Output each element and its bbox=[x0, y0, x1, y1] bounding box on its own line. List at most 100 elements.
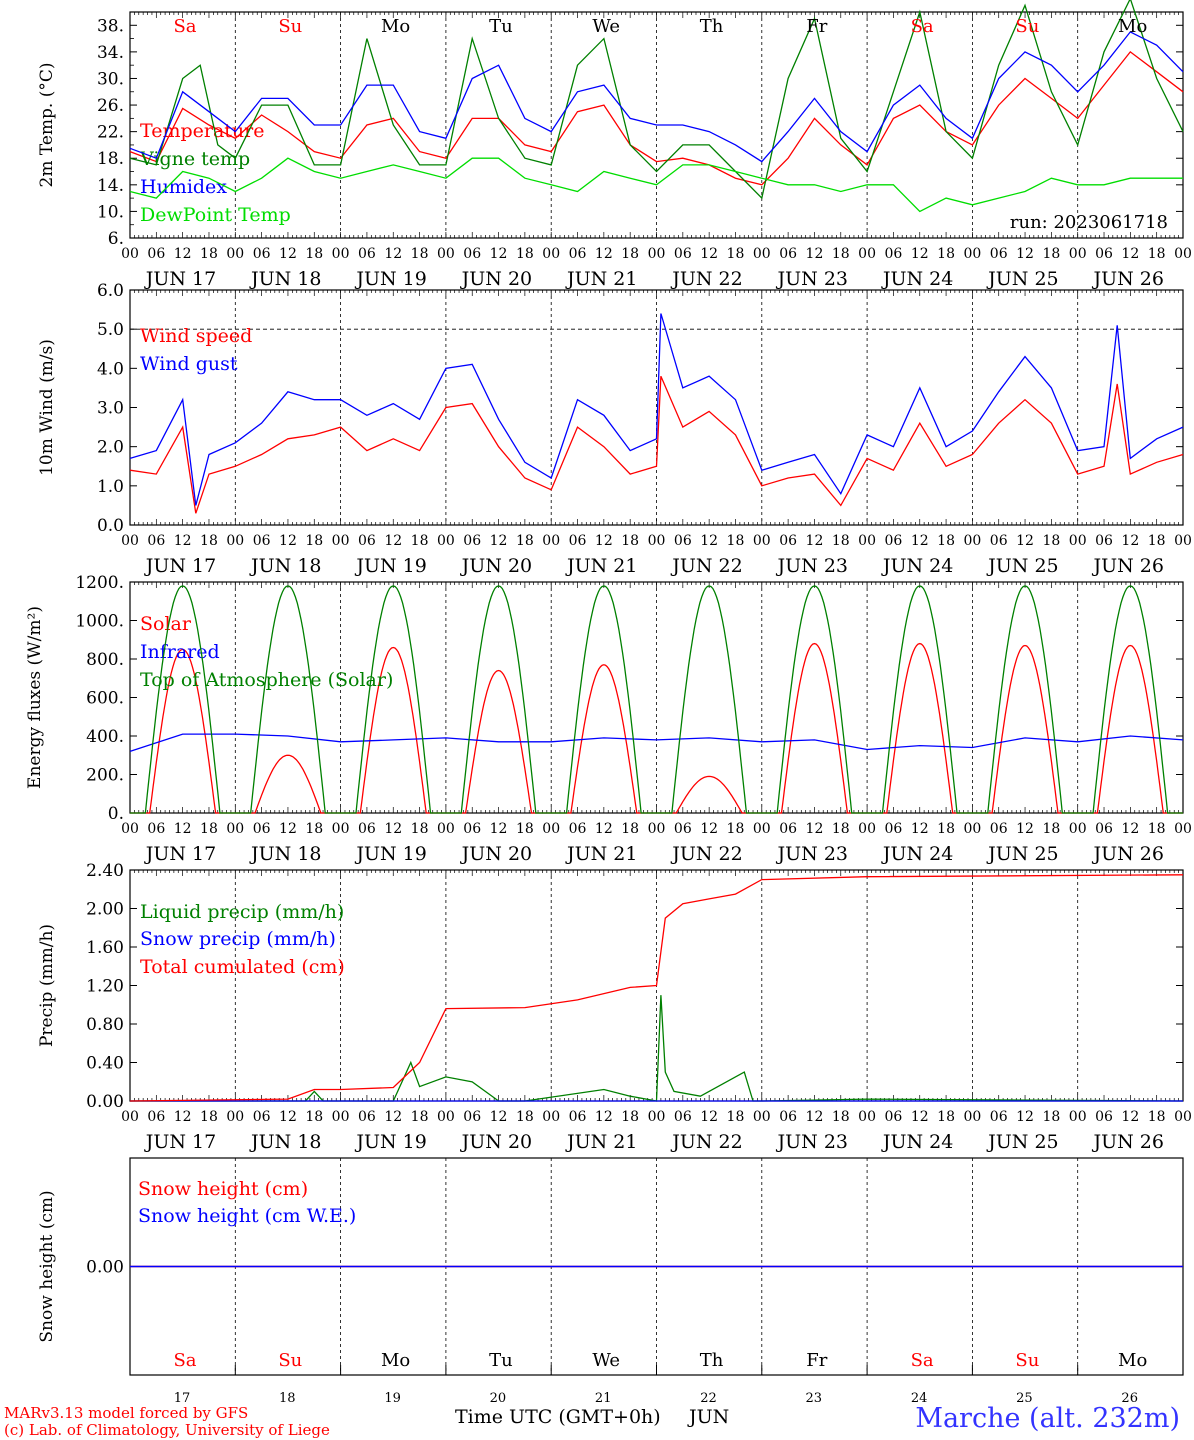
y-tick-label: 34. bbox=[97, 43, 124, 63]
hour-label: 06 bbox=[990, 821, 1008, 837]
hour-label: 12 bbox=[595, 533, 613, 549]
legend-entry: Snow precip (mm/h) bbox=[140, 928, 336, 950]
hour-label: 00 bbox=[963, 821, 981, 837]
hour-label: 00 bbox=[332, 246, 350, 262]
y-tick-label: 200. bbox=[86, 766, 124, 786]
y-tick-label: 2.0 bbox=[97, 438, 124, 458]
hour-label: 00 bbox=[858, 821, 876, 837]
hour-label: 12 bbox=[700, 533, 718, 549]
y-tick-label: 0.80 bbox=[86, 1015, 124, 1035]
hour-label: 06 bbox=[990, 533, 1008, 549]
hour-label: 00 bbox=[963, 1109, 981, 1125]
legend-entry: Vigne temp bbox=[139, 148, 250, 170]
date-label: JUN 20 bbox=[460, 1131, 532, 1153]
hour-label: 06 bbox=[463, 1109, 481, 1125]
y-tick-label: 30. bbox=[97, 69, 124, 89]
weekday-label: Tu bbox=[489, 1350, 513, 1371]
hour-label: 00 bbox=[437, 533, 455, 549]
hour-label: 18 bbox=[727, 1109, 745, 1125]
hour-label: 12 bbox=[1016, 246, 1034, 262]
day-number: 22 bbox=[700, 1391, 717, 1406]
hour-label: 00 bbox=[437, 1109, 455, 1125]
date-label: JUN 17 bbox=[144, 1131, 216, 1153]
y-tick-label: 1.20 bbox=[86, 977, 124, 997]
date-label: JUN 21 bbox=[565, 843, 637, 865]
hour-label: 12 bbox=[911, 246, 929, 262]
hour-label: 00 bbox=[542, 821, 560, 837]
hour-label: 12 bbox=[490, 533, 508, 549]
hour-label: 18 bbox=[516, 821, 534, 837]
hour-label: 12 bbox=[174, 246, 192, 262]
hour-label: 00 bbox=[1069, 533, 1087, 549]
x-axis-month: JUN bbox=[687, 1406, 729, 1428]
legend-entry: Liquid precip (mm/h) bbox=[140, 901, 344, 923]
date-label: JUN 25 bbox=[986, 1131, 1058, 1153]
hour-label: 18 bbox=[200, 1109, 218, 1125]
hour-label: 06 bbox=[674, 246, 692, 262]
date-label: JUN 18 bbox=[249, 843, 321, 865]
hour-label: 12 bbox=[1016, 1109, 1034, 1125]
y-tick-label: 22. bbox=[97, 123, 124, 143]
hour-label: 18 bbox=[1148, 246, 1166, 262]
hour-label: 06 bbox=[147, 533, 165, 549]
hour-label: 06 bbox=[147, 821, 165, 837]
day-number: 26 bbox=[1121, 1391, 1138, 1406]
hour-label: 18 bbox=[621, 821, 639, 837]
hour-label: 18 bbox=[621, 246, 639, 262]
hour-label: 18 bbox=[727, 821, 745, 837]
hour-label: 00 bbox=[437, 246, 455, 262]
date-label: JUN 26 bbox=[1091, 1131, 1163, 1153]
day-number: 18 bbox=[279, 1391, 296, 1406]
hour-label: 00 bbox=[753, 821, 771, 837]
day-number: 19 bbox=[384, 1391, 401, 1406]
day-number: 20 bbox=[490, 1391, 507, 1406]
hour-label: 06 bbox=[674, 821, 692, 837]
hour-label: 12 bbox=[490, 246, 508, 262]
footer-model: MARv3.13 model forced by GFS bbox=[4, 1404, 248, 1422]
hour-label: 18 bbox=[516, 533, 534, 549]
weekday-label: Su bbox=[1015, 1350, 1039, 1371]
date-label: JUN 19 bbox=[354, 268, 426, 290]
hour-label: 06 bbox=[463, 821, 481, 837]
hour-label: 00 bbox=[1069, 821, 1087, 837]
hour-label: 18 bbox=[200, 533, 218, 549]
hour-label: 06 bbox=[779, 533, 797, 549]
date-label: JUN 17 bbox=[144, 555, 216, 577]
hour-label: 06 bbox=[779, 1109, 797, 1125]
weekday-label: Su bbox=[278, 1350, 302, 1371]
hour-label: 18 bbox=[305, 246, 323, 262]
station-title: Marche (alt. 232m) bbox=[915, 1403, 1180, 1434]
y-tick-label: 0.00 bbox=[86, 1092, 124, 1112]
series-infrared bbox=[129, 733, 1184, 753]
date-label: JUN 18 bbox=[249, 268, 321, 290]
y-tick-label: 2.40 bbox=[86, 861, 124, 881]
weekday-label: Mo bbox=[1118, 1350, 1147, 1371]
hour-label: 12 bbox=[700, 1109, 718, 1125]
hour-label: 12 bbox=[279, 1109, 297, 1125]
legend-entry: Wind gust bbox=[140, 353, 238, 375]
hour-label: 18 bbox=[516, 246, 534, 262]
hour-label: 06 bbox=[885, 821, 903, 837]
hour-label: 00 bbox=[648, 533, 666, 549]
hour-label: 12 bbox=[700, 246, 718, 262]
hour-label: 06 bbox=[569, 1109, 587, 1125]
hour-label: 18 bbox=[1148, 821, 1166, 837]
y-tick-label: 0.00 bbox=[86, 1258, 124, 1278]
date-label: JUN 26 bbox=[1091, 268, 1163, 290]
date-label: JUN 18 bbox=[249, 1131, 321, 1153]
series-vigne-temp bbox=[129, 0, 1184, 200]
hour-label: 00 bbox=[1174, 1109, 1192, 1125]
date-label: JUN 23 bbox=[776, 555, 848, 577]
hour-label: 00 bbox=[542, 246, 560, 262]
hour-label: 12 bbox=[806, 1109, 824, 1125]
hour-label: 00 bbox=[542, 1109, 560, 1125]
date-label: JUN 22 bbox=[670, 268, 742, 290]
y-tick-label: 14. bbox=[97, 176, 124, 196]
y-tick-label: 18. bbox=[97, 149, 124, 169]
hour-label: 18 bbox=[1042, 533, 1060, 549]
hour-label: 06 bbox=[253, 1109, 271, 1125]
hour-label: 18 bbox=[1148, 1109, 1166, 1125]
weekday-label: Sa bbox=[173, 16, 196, 37]
legend-entry: Temperature bbox=[140, 120, 264, 142]
y-axis-label: Energy fluxes (W/m²) bbox=[25, 606, 45, 789]
